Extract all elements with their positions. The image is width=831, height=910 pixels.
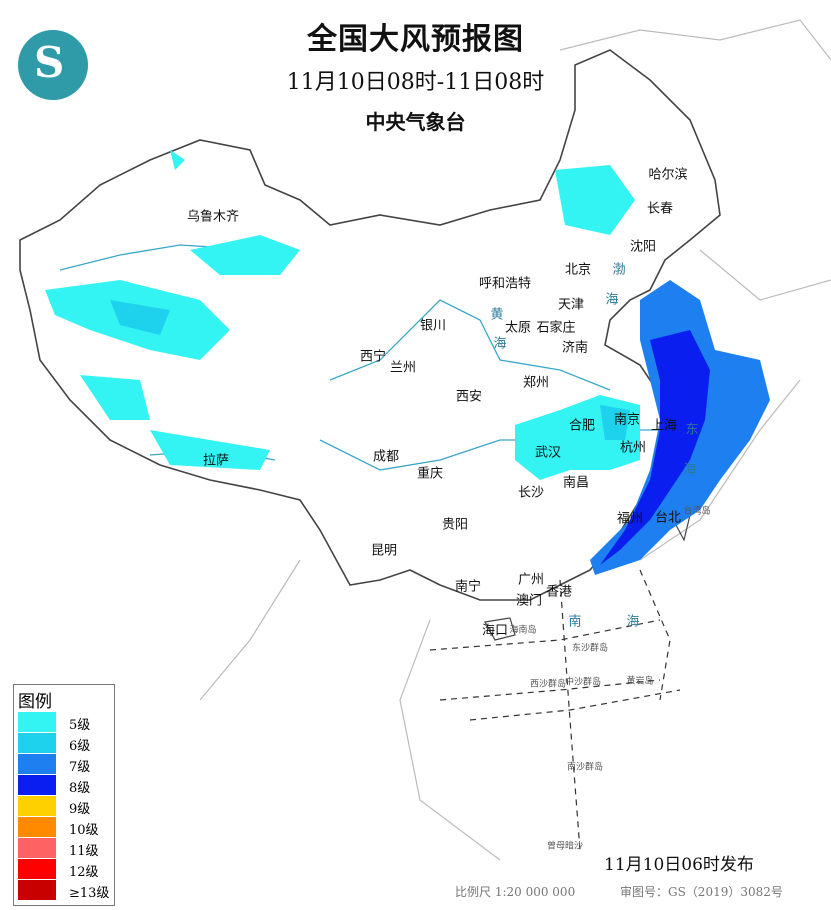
city-label: 西宁 <box>359 349 387 365</box>
city-label: 长沙 <box>517 485 545 501</box>
island-label: 中沙群岛 <box>564 677 602 688</box>
legend-swatch <box>18 838 56 858</box>
city-label: 合肥 <box>568 418 596 434</box>
hainan <box>484 617 516 641</box>
sea-label: 东 <box>685 422 699 438</box>
legend-label: 8级 <box>69 781 91 796</box>
legend-swatch <box>18 754 56 774</box>
legend-item: 11级 <box>18 838 114 859</box>
legend-label: 7级 <box>69 760 91 775</box>
city-label: 沈阳 <box>629 239 657 255</box>
wind-areas <box>45 150 770 575</box>
city-label: 昆明 <box>370 543 398 559</box>
legend-swatch <box>18 859 56 879</box>
rivers <box>59 244 660 471</box>
city-label: 济南 <box>561 340 589 356</box>
legend-item: 12级 <box>18 859 114 880</box>
legend-title: 图例 <box>18 692 52 712</box>
city-label: 海口 <box>481 623 509 639</box>
city-label: 台北 <box>654 510 682 526</box>
city-label: 广州 <box>517 572 545 588</box>
south-china-sea-dashes <box>429 569 681 851</box>
city-label: 香港 <box>545 584 573 600</box>
legend-swatch <box>18 880 56 900</box>
legend-item: 6级 <box>18 733 114 754</box>
city-label: 兰州 <box>389 360 417 376</box>
map-number: 审图号：GS（2019）3082号 <box>620 885 783 899</box>
legend-item: 10级 <box>18 817 114 838</box>
island-label: 台湾岛 <box>683 506 711 517</box>
island-label: 南沙群岛 <box>566 762 604 773</box>
logo-glyph-icon: S <box>34 38 65 87</box>
china-border <box>19 49 721 601</box>
city-label: 福州 <box>616 511 644 527</box>
city-label: 南昌 <box>562 475 590 491</box>
legend-swatch <box>18 733 56 753</box>
sea-label: 渤 <box>612 262 626 278</box>
sea-label: 海 <box>605 292 619 308</box>
city-label: 郑州 <box>522 375 550 391</box>
wind-area-5-xinjiang <box>45 150 300 470</box>
sea-label: 海 <box>683 462 697 478</box>
map-title: 全国大风预报图 <box>307 22 524 57</box>
legend-label: 9级 <box>69 802 91 817</box>
legend: 图例 5级 6级 7级 8级 9级 10级 11级 12级 ≥13级 <box>13 684 115 906</box>
forecast-period: 11月10日08时-11日08时 <box>286 70 545 95</box>
legend-item: 5级 <box>18 712 114 733</box>
city-label: 长春 <box>646 201 674 217</box>
legend-label: ≥13级 <box>69 886 110 901</box>
legend-label: 10级 <box>69 823 99 838</box>
legend-swatch <box>18 712 56 732</box>
map-scale: 比例尺 1:20 000 000 <box>455 885 576 899</box>
city-label: 重庆 <box>416 466 444 482</box>
cma-logo: S <box>18 30 88 100</box>
legend-swatch <box>18 817 56 837</box>
neighbor-borders <box>199 19 831 861</box>
legend-label: 12级 <box>69 865 99 880</box>
legend-item: 7级 <box>18 754 114 775</box>
city-label: 南宁 <box>454 579 482 595</box>
city-label: 太原 <box>504 320 532 336</box>
sea-label: 黄 <box>490 307 504 323</box>
city-label: 南京 <box>613 412 641 428</box>
city-label: 呼和浩特 <box>478 276 532 292</box>
legend-swatch <box>18 775 56 795</box>
city-label: 西安 <box>455 389 483 405</box>
city-label: 武汉 <box>534 445 562 461</box>
city-label: 乌鲁木齐 <box>186 209 240 225</box>
city-label: 石家庄 <box>536 320 576 336</box>
city-label: 哈尔滨 <box>648 167 688 183</box>
island-label: 海南岛 <box>509 625 537 636</box>
island-label: 黄岩岛 <box>626 676 654 687</box>
city-label: 拉萨 <box>202 453 230 469</box>
issued-time: 11月10日06时发布 <box>604 855 754 875</box>
wind-area-5-northeast <box>555 165 635 235</box>
city-label: 天津 <box>557 297 585 313</box>
wind-area-6 <box>110 300 630 440</box>
legend-label: 6级 <box>69 739 91 754</box>
issuer: 中央气象台 <box>365 110 466 134</box>
legend-item: 9级 <box>18 796 114 817</box>
legend-item: ≥13级 <box>18 880 114 901</box>
city-label: 上海 <box>650 418 678 434</box>
legend-label: 5级 <box>69 718 91 733</box>
city-label: 杭州 <box>619 440 647 456</box>
legend-item: 8级 <box>18 775 114 796</box>
city-label: 成都 <box>372 449 400 465</box>
legend-label: 11级 <box>69 844 99 859</box>
city-label: 澳门 <box>515 593 543 609</box>
island-label: 西沙群岛 <box>529 679 567 690</box>
island-label: 曾母暗沙 <box>546 841 584 852</box>
island-label: 东沙群岛 <box>571 643 609 654</box>
sea-label: 海 <box>493 336 507 352</box>
city-label: 北京 <box>564 262 592 278</box>
city-label: 贵阳 <box>441 517 469 533</box>
wind-area-8 <box>600 330 710 565</box>
sea-label: 南 <box>568 614 582 630</box>
city-label: 银川 <box>419 318 447 334</box>
legend-swatch <box>18 796 56 816</box>
sea-label: 海 <box>626 614 640 630</box>
